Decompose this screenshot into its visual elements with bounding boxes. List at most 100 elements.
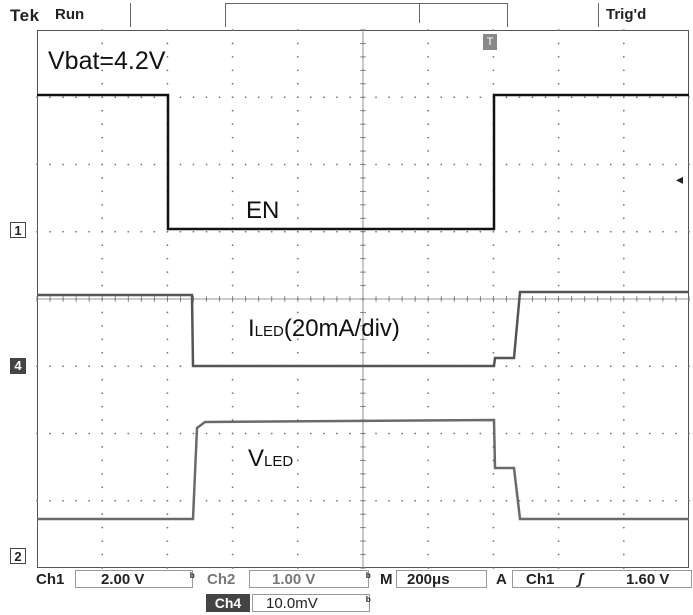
graticule-dot	[427, 230, 430, 233]
graticule-dot	[166, 29, 169, 31]
graticule-dot	[622, 486, 625, 489]
graticule-dot	[544, 230, 547, 233]
graticule-dot	[622, 136, 625, 139]
graticule-dot	[427, 459, 430, 462]
graticule-dot	[557, 567, 560, 569]
iled-annotation-main: I	[248, 315, 255, 342]
graticule-dot	[218, 499, 221, 502]
graticule-dot	[557, 526, 560, 529]
timebase-value: 200μs	[407, 571, 450, 588]
graticule-dot	[166, 432, 169, 435]
graticule-dot	[75, 163, 78, 166]
graticule-dot	[296, 486, 299, 489]
graticule-dot	[648, 499, 651, 502]
graticule-dot	[179, 365, 182, 368]
graticule-dot	[244, 499, 247, 502]
graticule-dot	[557, 56, 560, 58]
graticule-dot	[231, 486, 234, 489]
graticule-dot	[296, 472, 299, 475]
graticule-dot	[414, 432, 417, 435]
iled-annotation: ILED(20mA/div)	[248, 315, 400, 343]
graticule-dot	[609, 432, 612, 435]
graticule-dot	[427, 217, 430, 220]
graticule-dot	[479, 96, 482, 99]
graticule-dot	[179, 230, 182, 233]
graticule-dot	[153, 230, 156, 233]
graticule-dot	[453, 163, 456, 166]
graticule-dot	[414, 163, 417, 166]
graticule-dot	[557, 123, 560, 126]
ch2-ground-marker: 2	[10, 548, 26, 564]
graticule-dot	[492, 567, 495, 569]
record-view-right-edge	[507, 3, 508, 27]
graticule-dot	[231, 203, 234, 206]
graticule-dot	[492, 338, 495, 341]
graticule-dot	[622, 338, 625, 341]
graticule-dot	[257, 432, 260, 435]
graticule-dot	[427, 244, 430, 247]
graticule-dot	[101, 163, 104, 166]
graticule-dot	[296, 338, 299, 341]
graticule-dot	[662, 365, 664, 368]
graticule-dot	[427, 540, 430, 542]
graticule-dot	[62, 96, 64, 99]
graticule-dot	[375, 499, 377, 502]
graticule-dot	[296, 69, 299, 72]
graticule-dot	[296, 271, 299, 273]
graticule-dot	[375, 163, 377, 166]
graticule-dot	[492, 378, 495, 381]
graticule-dot	[401, 432, 404, 435]
graticule-dot	[622, 177, 625, 179]
graticule-dot	[466, 499, 469, 502]
graticule-dot	[622, 513, 625, 516]
graticule-dot	[296, 459, 299, 462]
graticule-dot	[622, 365, 625, 368]
graticule-dot	[231, 82, 234, 85]
graticule-dot	[688, 432, 690, 435]
graticule-dot	[218, 230, 221, 233]
graticule-dot	[557, 230, 560, 233]
graticule-dot	[557, 405, 560, 408]
graticule-dot	[557, 244, 560, 247]
graticule-dot	[688, 163, 690, 166]
status-divider	[130, 3, 131, 27]
graticule-dot	[622, 472, 625, 475]
graticule-dot	[309, 96, 312, 99]
graticule-dot	[648, 365, 651, 368]
graticule-dot	[427, 190, 430, 193]
graticule-dot	[218, 163, 221, 166]
graticule-dot	[466, 96, 469, 99]
graticule-dot	[622, 217, 625, 220]
graticule-dot	[296, 203, 299, 206]
graticule-dot	[153, 96, 156, 99]
graticule-dot	[49, 163, 51, 166]
graticule-dot	[231, 177, 234, 179]
graticule-dot	[101, 459, 104, 462]
graticule-dot	[349, 163, 351, 166]
ch4-bandwidth-icon: ᵇ	[366, 594, 371, 608]
graticule-dot	[101, 190, 104, 193]
graticule-dot	[322, 499, 325, 502]
trigger-readout-box	[512, 570, 692, 588]
graticule-dot	[101, 567, 104, 569]
graticule-dot	[101, 150, 104, 152]
graticule-dot	[453, 230, 456, 233]
en-annotation: EN	[246, 197, 280, 224]
graticule-dot	[296, 567, 299, 569]
graticule-dot	[114, 499, 117, 502]
graticule-dot	[570, 499, 573, 502]
ch1-scale: 2.00 V	[101, 571, 145, 588]
graticule-dot	[231, 513, 234, 516]
graticule-dot	[101, 56, 104, 58]
graticule-dot	[427, 96, 430, 99]
graticule-dot	[49, 365, 51, 368]
graticule-dot	[62, 163, 64, 166]
graticule-dot	[166, 311, 169, 314]
graticule-dot	[622, 230, 625, 233]
graticule-dot	[557, 69, 560, 72]
graticule-dot	[375, 230, 377, 233]
graticule-dot	[101, 82, 104, 85]
graticule-dot	[296, 163, 299, 166]
graticule-dot	[492, 29, 495, 31]
graticule-dot	[349, 96, 351, 99]
